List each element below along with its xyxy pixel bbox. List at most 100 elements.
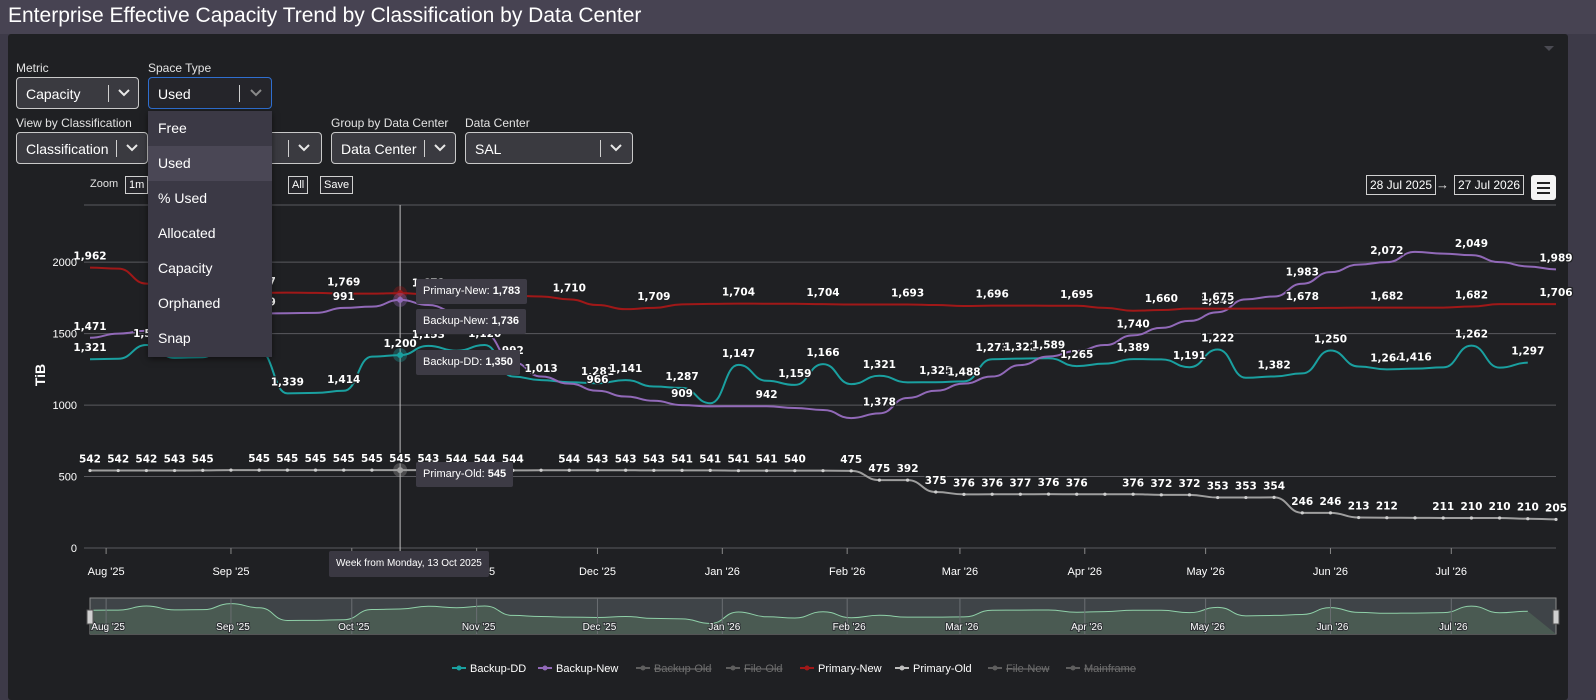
select-separator	[600, 140, 601, 157]
chevron-down-icon[interactable]	[126, 143, 138, 153]
chevron-down-icon[interactable]	[610, 143, 622, 153]
legend-marker[interactable]	[1070, 665, 1076, 671]
legend-marker[interactable]	[730, 665, 736, 671]
navigator-tick-label: Feb '26	[833, 622, 866, 633]
legend-item-backup-old[interactable]: Backup-Old	[654, 663, 711, 675]
data-label: 376	[953, 477, 975, 489]
data-label: 210	[1460, 501, 1482, 513]
data-label: 1,682	[1455, 289, 1488, 301]
hamburger-menu-icon[interactable]	[1531, 175, 1556, 200]
series-line-backup-dd[interactable]	[89, 336, 1528, 405]
legend-marker[interactable]	[640, 665, 646, 671]
data-label: 1,414	[327, 374, 360, 386]
group-by-select[interactable]: Data Center	[331, 132, 456, 164]
chevron-down-icon[interactable]	[434, 143, 446, 153]
data-label: 1,589	[1032, 339, 1065, 351]
data-label: 1,389	[1117, 342, 1150, 354]
legend-item-file-new[interactable]: File-New	[1006, 663, 1049, 675]
select-separator	[288, 140, 289, 157]
series-line-primary-new[interactable]	[89, 266, 1556, 312]
data-point	[1018, 492, 1022, 496]
data-label: 1,704	[806, 287, 839, 299]
option-percent-used[interactable]: % Used	[158, 190, 208, 206]
legend-item-primary-new[interactable]: Primary-New	[818, 663, 882, 675]
view-by-label: View by Classification	[16, 116, 132, 130]
metric-select[interactable]: Capacity	[16, 77, 139, 109]
data-label: 1,273	[976, 342, 1009, 354]
data-label: 1,147	[722, 348, 755, 360]
legend-marker[interactable]	[542, 665, 548, 671]
legend-item-file-old[interactable]: File-Old	[744, 663, 783, 675]
data-label: 210	[1517, 502, 1539, 514]
view-by-select[interactable]: Classification	[16, 132, 148, 164]
data-label: 545	[361, 453, 383, 465]
select-separator	[424, 140, 425, 157]
data-label: 1,321	[863, 359, 896, 371]
zoom-label: Zoom	[90, 178, 119, 190]
space-type-select[interactable]: Used	[148, 77, 272, 109]
space-type-select-value: Used	[158, 86, 191, 102]
option-orphaned[interactable]: Orphaned	[158, 295, 221, 311]
select-separator	[239, 85, 240, 102]
data-point	[567, 468, 571, 472]
data-label: 354	[1263, 480, 1285, 492]
option-free[interactable]: Free	[158, 120, 187, 136]
collapse-caret-icon[interactable]	[1543, 44, 1555, 52]
title-bar: Enterprise Effective Capacity Trend by C…	[0, 0, 1596, 34]
data-center-select[interactable]: SAL	[465, 132, 633, 164]
data-point	[313, 468, 318, 472]
data-label: 1,141	[609, 363, 642, 375]
legend-item-backup-new[interactable]: Backup-New	[556, 663, 618, 675]
zoom-save-button[interactable]: Save	[320, 176, 354, 194]
x-tick-label: Aug '25	[88, 566, 125, 578]
legend-item-mainframe[interactable]: Mainframe	[1084, 663, 1136, 675]
legend-marker[interactable]	[456, 665, 462, 671]
data-label: 1,159	[778, 368, 811, 380]
chevron-down-icon[interactable]	[250, 88, 262, 98]
chevron-down-icon[interactable]	[118, 88, 130, 98]
data-label: 210	[1489, 501, 1511, 513]
legend-item-primary-old[interactable]: Primary-Old	[913, 663, 972, 675]
range-to-input[interactable]: 27 Jul 2026	[1454, 175, 1525, 195]
zoom-1m-button[interactable]: 1m	[125, 176, 149, 194]
option-used[interactable]: Used	[148, 146, 272, 181]
zoom-all-button[interactable]: All	[288, 176, 309, 194]
data-label: 376	[1038, 477, 1060, 489]
data-center-select-value: SAL	[475, 141, 502, 157]
navigator-handle-right[interactable]	[1552, 609, 1560, 625]
data-label: 1,962	[73, 251, 106, 263]
data-label: 376	[1066, 477, 1088, 489]
option-snap[interactable]: Snap	[158, 330, 191, 346]
x-tick-label: Jan '26	[705, 566, 740, 578]
option-capacity[interactable]: Capacity	[158, 260, 213, 276]
data-point	[1046, 492, 1051, 496]
data-label: 1,675	[1201, 292, 1234, 304]
data-center-label: Data Center	[465, 116, 530, 130]
data-label: 1,013	[524, 363, 557, 375]
navigator-tick-label: Sep '25	[216, 622, 250, 633]
chevron-down-icon[interactable]	[298, 143, 310, 153]
legend-marker[interactable]	[804, 665, 810, 671]
y-tick-label: 2000	[53, 257, 77, 269]
data-point	[144, 468, 148, 473]
legend-marker[interactable]	[899, 665, 905, 671]
legend-marker[interactable]	[992, 665, 998, 671]
data-label: 392	[897, 463, 919, 475]
range-from-input[interactable]: 28 Jul 2025	[1366, 175, 1437, 195]
data-label: 1,471	[73, 321, 106, 333]
x-tick-label: Sep '25	[212, 566, 249, 578]
legend-item-backup-dd[interactable]: Backup-DD	[470, 663, 526, 675]
data-label: 991	[333, 291, 355, 303]
tooltip-x-date: Week from Monday, 13 Oct 2025	[329, 551, 489, 577]
data-label: 1,200	[384, 338, 417, 350]
series-line-backup-new[interactable]	[89, 250, 1557, 420]
data-point	[1498, 516, 1502, 520]
data-label: 1,166	[806, 347, 839, 359]
tooltip-backup-new: Backup-New: 1,736	[416, 309, 527, 334]
series-line-primary-old[interactable]	[90, 469, 1557, 521]
tooltip-backup-dd: Backup-DD: 1,350	[416, 350, 520, 375]
option-allocated[interactable]: Allocated	[158, 225, 216, 241]
data-label: 353	[1207, 481, 1229, 493]
data-label: 541	[699, 453, 721, 465]
navigator-handle-left[interactable]	[86, 609, 94, 625]
